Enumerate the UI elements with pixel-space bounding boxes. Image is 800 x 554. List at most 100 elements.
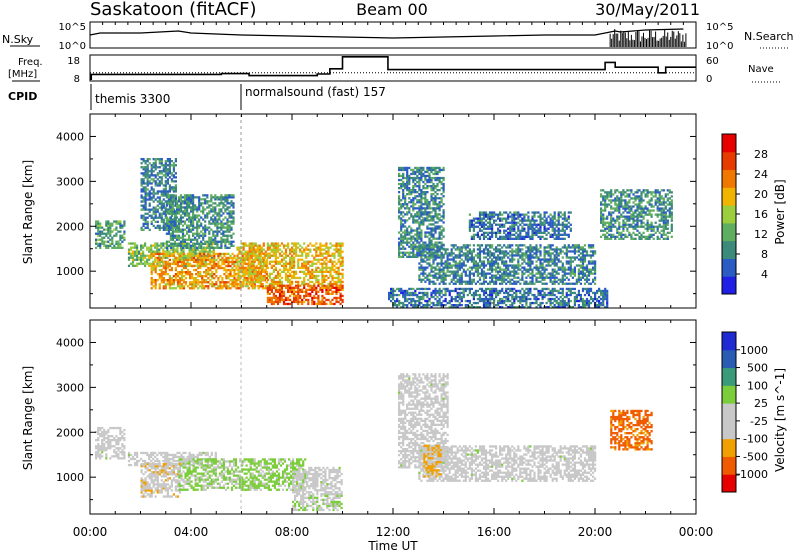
heat-cell (291, 254, 294, 257)
heat-cell (188, 216, 191, 219)
heat-cell (284, 276, 288, 280)
heat-cell (180, 271, 184, 274)
heat-cell (553, 287, 556, 291)
heat-cell (225, 268, 228, 272)
heat-cell (297, 246, 300, 249)
heat-cell (166, 174, 169, 177)
heat-cell (227, 277, 230, 280)
heat-cell (430, 170, 433, 174)
heat-cell (142, 262, 145, 265)
heat-cell (452, 258, 455, 261)
heat-cell (509, 289, 512, 293)
heat-cell (412, 172, 415, 176)
heat-cell (229, 271, 232, 274)
heat-cell (454, 272, 457, 275)
heat-cell (205, 268, 208, 272)
heat-cell (426, 168, 429, 172)
heat-cell (140, 194, 143, 197)
heat-cell (274, 296, 277, 300)
heat-cell (424, 299, 427, 303)
heat-cell (315, 286, 318, 289)
heat-cell (133, 264, 137, 267)
heat-cell (268, 298, 271, 302)
heat-cell (474, 262, 477, 265)
heat-cell (408, 287, 411, 291)
heat-cell (408, 166, 411, 170)
heat-cell (596, 291, 599, 295)
heat-cell (252, 244, 255, 247)
heat-cell (158, 180, 161, 183)
heat-cell (140, 208, 143, 211)
heat-cell (152, 262, 155, 266)
heat-cell (317, 248, 320, 251)
heat-cell (503, 274, 506, 277)
heat-cell (390, 289, 393, 293)
heat-cell (177, 242, 181, 245)
heat-cell (442, 235, 445, 238)
heat-cell (587, 287, 591, 291)
heat-cell (337, 244, 340, 247)
heat-cell (188, 212, 191, 215)
heat-cell (400, 203, 403, 206)
heat-cell (501, 250, 504, 253)
heat-cell (146, 178, 149, 181)
heat-cell (219, 283, 222, 286)
heat-cell (335, 290, 338, 293)
heat-cell (489, 293, 492, 297)
heat-cell (220, 246, 223, 249)
heat-cell (253, 283, 256, 286)
heat-cell (521, 299, 524, 303)
heat-cell (501, 287, 504, 291)
heat-cell (212, 242, 215, 245)
heat-cell (107, 240, 110, 243)
heat-cell (165, 224, 168, 227)
heat-cell (237, 256, 240, 260)
heat-cell (198, 242, 201, 245)
heat-cell (244, 254, 247, 257)
heat-cell (198, 220, 201, 223)
heat-cell (196, 220, 199, 223)
heat-cell (166, 164, 169, 167)
heat-cell (436, 225, 439, 228)
heat-cell (442, 185, 445, 188)
heat-cell (188, 196, 191, 199)
heat-cell (539, 301, 542, 305)
heat-cell (95, 242, 98, 245)
heat-cell (440, 289, 443, 293)
heat-cell (442, 278, 445, 281)
heat-cell (200, 224, 203, 227)
heat-cell (305, 266, 308, 269)
heat-cell (218, 212, 221, 215)
heat-cell (119, 238, 122, 241)
heat-cell (410, 229, 413, 232)
heat-cell (319, 250, 322, 253)
heat-cell (573, 304, 576, 307)
heat-cell (303, 262, 306, 265)
heat-cell (448, 301, 451, 305)
heat-cell (242, 260, 245, 263)
heat-cell (440, 301, 443, 305)
heat-cell (177, 204, 181, 207)
heat-cell (339, 280, 342, 284)
heat-cell (341, 298, 344, 302)
heat-cell (525, 297, 528, 301)
heat-cell (493, 268, 496, 271)
heat-cell (408, 251, 411, 254)
heat-cell (202, 246, 205, 249)
heat-cell (221, 260, 224, 264)
heat-cell (497, 278, 500, 281)
heat-cell (182, 275, 186, 278)
heat-cell (525, 287, 528, 291)
heat-cell (448, 306, 451, 308)
heat-cell (321, 302, 324, 306)
heat-cell (156, 248, 159, 251)
heat-cell (293, 300, 296, 304)
heat-cell (468, 248, 471, 251)
heat-cell (274, 246, 277, 249)
heat-cell (307, 284, 310, 288)
heat-cell (424, 213, 427, 216)
heat-cell (95, 246, 98, 249)
heat-cell (402, 253, 405, 256)
heat-cell (171, 212, 174, 215)
heat-cell (183, 194, 187, 197)
